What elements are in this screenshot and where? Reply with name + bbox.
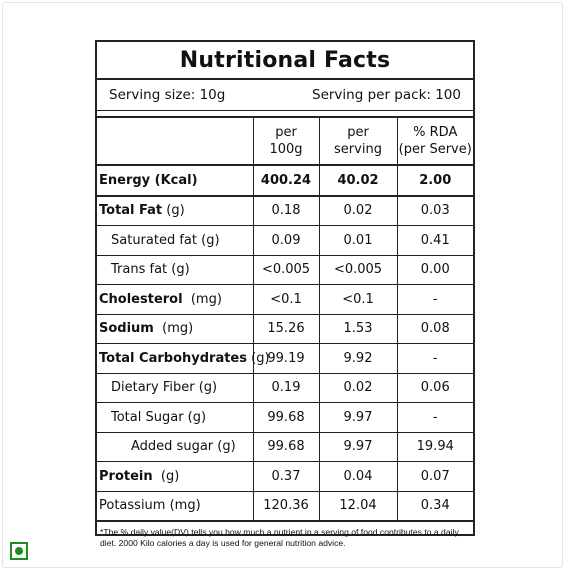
table-row: Protein (g) 0.37 0.04 0.07 <box>97 461 473 492</box>
header-nutrient <box>97 118 254 166</box>
serving-per-pack: Serving per pack: 100 <box>312 87 461 103</box>
divider <box>97 111 473 118</box>
value-per-serving: 12.04 <box>319 491 398 522</box>
nutrient-name: Trans fat (g) <box>97 255 254 285</box>
value-per-serving: 9.97 <box>319 432 398 462</box>
nutrient-name: Energy (Kcal) <box>97 165 254 197</box>
value-per-serving: <0.1 <box>319 284 398 315</box>
value-rda: 0.00 <box>397 255 473 285</box>
footnote: *The % daily value(DV) tells you how muc… <box>100 527 459 548</box>
value-per-serving: 0.02 <box>319 373 398 403</box>
table-row: Saturated fat (g) 0.09 0.01 0.41 <box>97 225 473 256</box>
table-row: Added sugar (g) 99.68 9.97 19.94 <box>97 432 473 462</box>
nutrient-name: Dietary Fiber (g) <box>97 373 254 403</box>
nutrient-label: Cholesterol <box>99 291 183 307</box>
value-per-100g: 99.68 <box>253 402 320 433</box>
value-per-serving: 0.02 <box>319 195 398 226</box>
header-per-100g-line2: 100g <box>269 142 303 157</box>
value-rda: 0.06 <box>397 373 473 403</box>
value-rda: 19.94 <box>397 432 473 462</box>
value-per-100g: 0.09 <box>253 225 320 256</box>
value-per-100g: 15.26 <box>253 314 320 344</box>
nutrient-name: Cholesterol (mg) <box>97 284 254 315</box>
nutrient-label: Protein <box>99 468 153 484</box>
value-rda: 0.41 <box>397 225 473 256</box>
veg-dot <box>15 547 23 555</box>
value-rda: - <box>397 343 473 374</box>
value-rda: - <box>397 284 473 315</box>
nutrient-name: Sodium (mg) <box>97 314 254 344</box>
serving-info: Serving size: 10g Serving per pack: 100 <box>97 80 473 111</box>
table-header-row: per 100g per serving % RDA (per Serve) <box>97 118 473 166</box>
value-per-serving: 0.04 <box>319 461 398 492</box>
table-row: Total Fat (g) 0.18 0.02 0.03 <box>97 195 473 226</box>
table-row: Cholesterol (mg) <0.1 <0.1 - <box>97 284 473 315</box>
value-per-serving: <0.005 <box>319 255 398 285</box>
nutrient-label: Sodium <box>99 321 154 337</box>
header-rda: % RDA (per Serve) <box>397 118 473 166</box>
value-rda: 2.00 <box>397 165 473 197</box>
nutrient-label: Total Fat <box>99 203 163 219</box>
nutrient-name: Total Fat (g) <box>97 195 254 226</box>
value-rda: - <box>397 402 473 433</box>
value-per-100g: <0.005 <box>253 255 320 285</box>
nutrient-unit: (mg) <box>153 321 194 337</box>
value-rda: 0.03 <box>397 195 473 226</box>
nutrient-unit: (g) <box>162 203 185 219</box>
value-per-serving: 40.02 <box>319 165 398 197</box>
value-per-serving: 9.92 <box>319 343 398 374</box>
header-per-100g: per 100g <box>253 118 320 166</box>
value-rda: 0.07 <box>397 461 473 492</box>
nutrition-table: per 100g per serving % RDA (per Serve) E… <box>97 118 473 522</box>
nutrient-name: Protein (g) <box>97 461 254 492</box>
table-row: Dietary Fiber (g) 0.19 0.02 0.06 <box>97 373 473 403</box>
value-rda: 0.08 <box>397 314 473 344</box>
value-per-100g: 400.24 <box>253 165 320 197</box>
header-per-serving: per serving <box>319 118 398 166</box>
value-per-100g: 120.36 <box>253 491 320 522</box>
nutrition-facts-label: Nutritional Facts Serving size: 10g Serv… <box>95 40 475 548</box>
serving-size: Serving size: 10g <box>109 87 226 103</box>
value-rda: 0.34 <box>397 491 473 522</box>
value-per-100g: <0.1 <box>253 284 320 315</box>
value-per-100g: 0.37 <box>253 461 320 492</box>
table-row: Total Carbohydrates (g) 99.19 9.92 - <box>97 343 473 374</box>
nutrient-label: Total Carbohydrates <box>99 350 247 366</box>
header-rda-line2: (per Serve) <box>398 142 472 157</box>
value-per-serving: 0.01 <box>319 225 398 256</box>
header-per-serving-line1: per <box>347 125 369 140</box>
table-row: Trans fat (g) <0.005 <0.005 0.00 <box>97 255 473 285</box>
table-row: Sodium (mg) 15.26 1.53 0.08 <box>97 314 473 344</box>
nutrient-unit: (g) <box>247 350 270 366</box>
value-per-100g: 99.19 <box>253 343 320 374</box>
value-per-serving: 1.53 <box>319 314 398 344</box>
nutrient-unit: (g) <box>152 468 180 484</box>
nutrient-name: Potassium (mg) <box>97 491 254 522</box>
table-row: Total Sugar (g) 99.68 9.97 - <box>97 402 473 433</box>
value-per-serving: 9.97 <box>319 402 398 433</box>
veg-mark-icon <box>10 542 28 560</box>
image-frame <box>2 2 563 568</box>
table-row: Potassium (mg) 120.36 12.04 0.34 <box>97 491 473 522</box>
table-row: Energy (Kcal) 400.24 40.02 2.00 <box>97 165 473 197</box>
nutrient-name: Total Sugar (g) <box>97 402 254 433</box>
nutrient-name: Added sugar (g) <box>97 432 254 462</box>
value-per-100g: 0.19 <box>253 373 320 403</box>
nutrient-name: Total Carbohydrates (g) <box>97 343 270 374</box>
header-per-serving-line2: serving <box>334 142 382 157</box>
header-rda-line1: % RDA <box>413 125 458 140</box>
nutrient-name: Saturated fat (g) <box>97 225 254 256</box>
value-per-100g: 0.18 <box>253 195 320 226</box>
header-per-100g-line1: per <box>275 125 297 140</box>
nutrient-unit: (mg) <box>182 291 222 307</box>
value-per-100g: 99.68 <box>253 432 320 462</box>
label-title: Nutritional Facts <box>97 42 473 80</box>
